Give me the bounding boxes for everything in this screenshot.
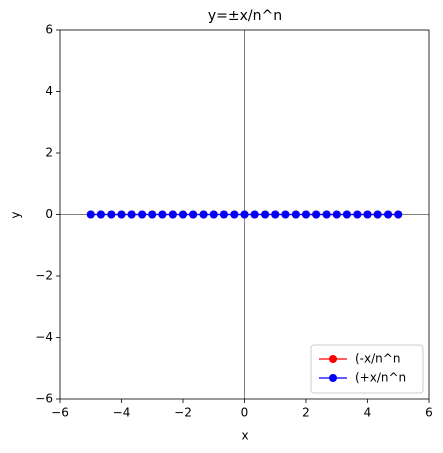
x-tick-label: −2 [174,406,192,420]
point [219,210,228,219]
x-axis-label: x [241,429,248,443]
point [107,210,116,219]
point [271,210,280,219]
x-tick-label: 4 [364,406,372,420]
point [281,210,290,219]
point [394,210,403,219]
chart-title: y=±x/n^n [208,8,282,24]
point [384,210,393,219]
point [138,210,147,219]
x-tick-label: −4 [113,406,131,420]
y-tick-label: −2 [35,269,53,283]
y-tick-label: 4 [45,84,53,98]
legend-label: (-x/n^n [355,352,400,366]
point [96,210,105,219]
legend: (-x/n^n (+x/n^n [310,344,424,394]
point [363,210,372,219]
point [117,210,126,219]
point [189,210,198,219]
x-tick-label: 2 [302,406,310,420]
point [179,210,187,219]
point [302,210,310,219]
point [209,210,218,219]
y-tick-label: −4 [35,330,53,344]
x-tick-label: 0 [241,406,249,420]
point [158,210,167,219]
point [322,210,331,219]
point [127,210,136,219]
point [148,210,157,219]
point [353,210,362,219]
point [86,210,95,219]
y-axis-label: y [9,211,23,218]
point [261,210,270,219]
point [240,210,249,219]
point [250,210,259,219]
point [342,210,351,219]
y-tick-label: 0 [45,207,53,221]
x-tick-label: 6 [425,406,433,420]
point [168,210,177,219]
point [332,210,341,219]
y-tick-label: −6 [35,392,53,406]
point [312,210,321,219]
legend-label: (+x/n^n [355,371,406,385]
point [230,210,239,219]
y-tick-label: 6 [45,23,53,37]
x-tick-label: −6 [51,406,69,420]
legend-marker [329,355,337,363]
point [291,210,300,219]
plot-frame [59,29,430,400]
legend-box [310,344,424,394]
point [199,210,208,219]
legend-marker [329,374,337,382]
point [373,210,382,219]
y-tick-label: 2 [45,146,53,160]
